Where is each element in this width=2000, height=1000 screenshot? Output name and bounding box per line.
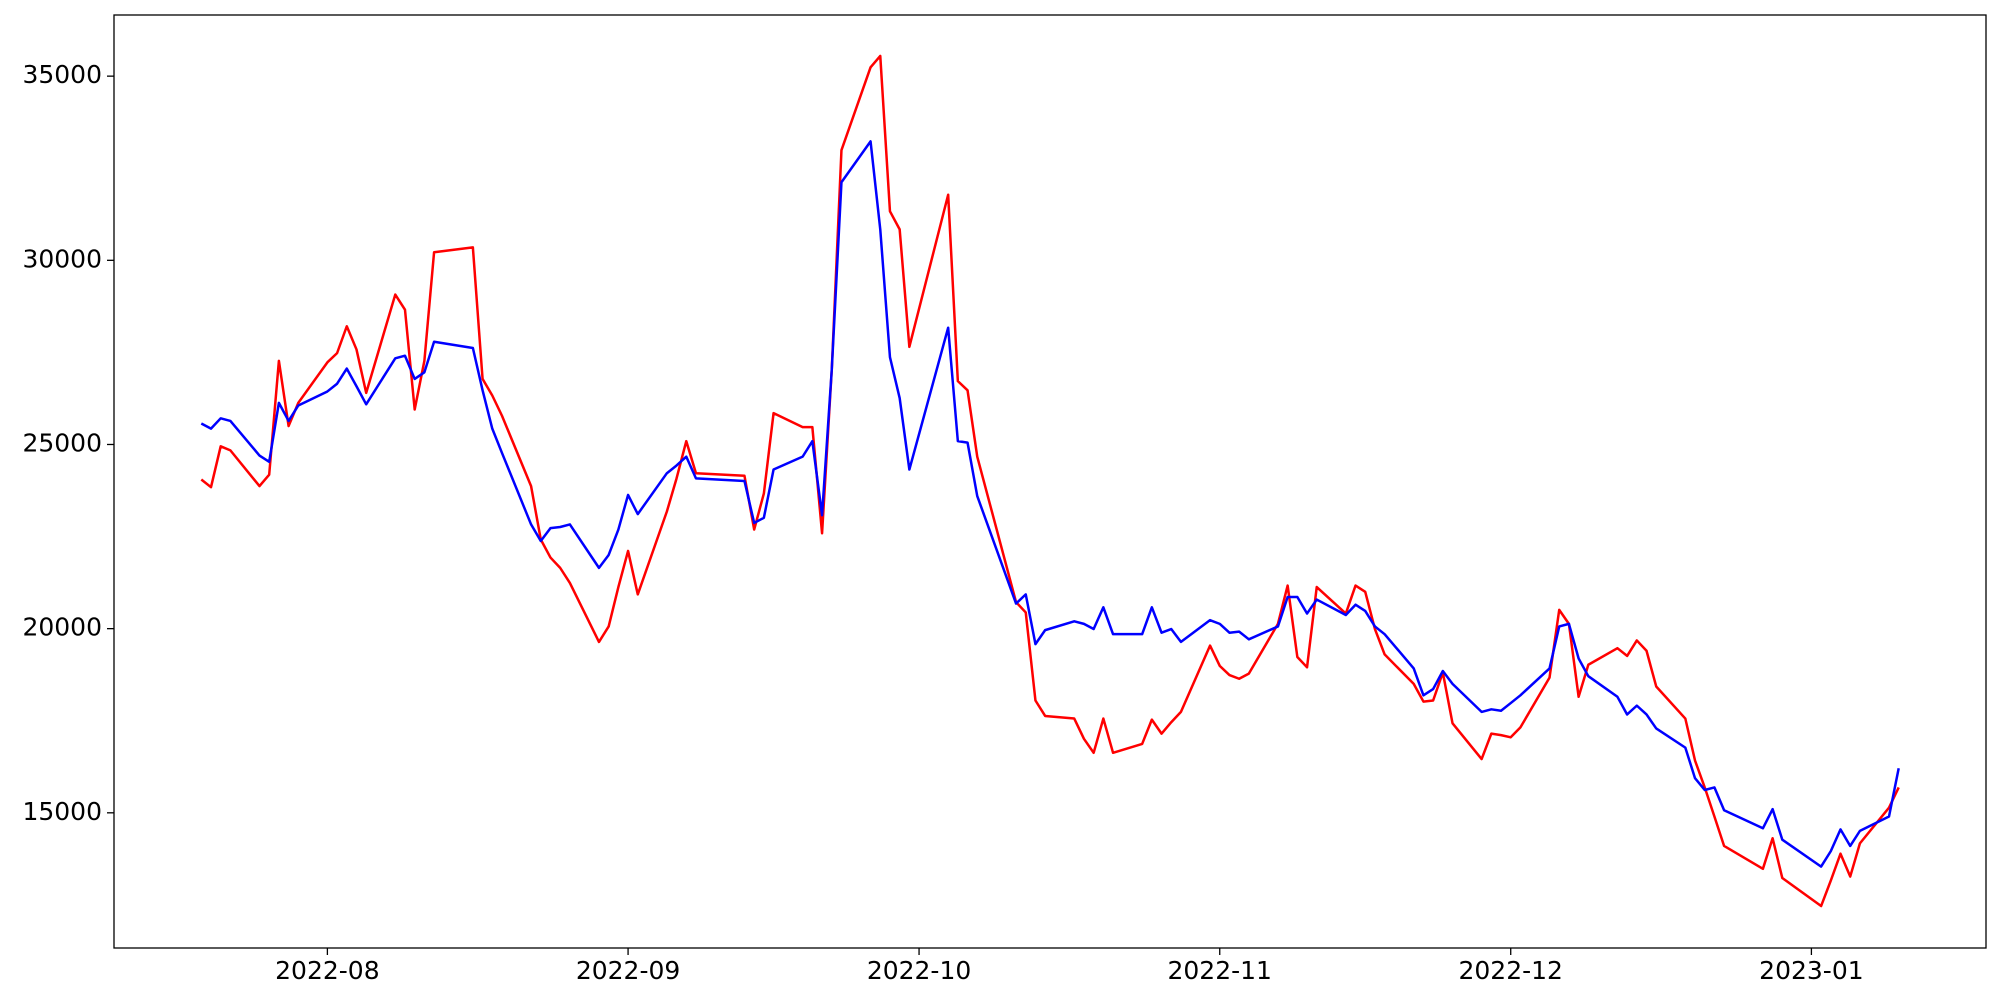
y-tick-label: 35000 bbox=[22, 60, 102, 89]
series-line bbox=[200, 54, 1900, 908]
x-tick-label: 2022-11 bbox=[1168, 956, 1272, 985]
x-tick-label: 2022-10 bbox=[867, 956, 971, 985]
series-line bbox=[200, 140, 1900, 868]
x-tick-label: 2023-01 bbox=[1759, 956, 1863, 985]
y-tick-label: 30000 bbox=[22, 244, 102, 273]
y-tick-label: 15000 bbox=[22, 797, 102, 826]
x-tick-label: 2022-08 bbox=[275, 956, 379, 985]
plot-frame bbox=[113, 14, 1987, 949]
x-tick-label: 2022-12 bbox=[1458, 956, 1562, 985]
y-tick-label: 20000 bbox=[22, 613, 102, 642]
x-tick-label: 2022-09 bbox=[576, 956, 680, 985]
y-tick-label: 25000 bbox=[22, 428, 102, 457]
